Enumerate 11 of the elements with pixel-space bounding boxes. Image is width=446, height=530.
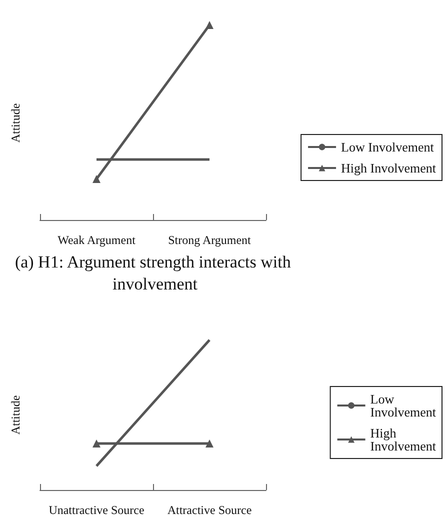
x-tick-label: Weak Argument bbox=[58, 233, 136, 247]
x-tick-label: Strong Argument bbox=[168, 233, 252, 247]
text: (a) H1: Argument strength interacts with involvement bbox=[14, 252, 296, 294]
legend-label: Low Involvement bbox=[370, 392, 436, 420]
y-axis-title: Attitude bbox=[8, 395, 24, 435]
x-tick-label: Unattractive Source bbox=[48, 503, 144, 517]
x-tick-label: Attractive Source bbox=[167, 503, 252, 517]
legend-label: Low Involvement bbox=[341, 140, 434, 154]
legend-label: High Involvement bbox=[370, 426, 436, 454]
legend-label: High Involvement bbox=[341, 160, 436, 176]
y-axis-title: Attitude bbox=[8, 102, 24, 142]
